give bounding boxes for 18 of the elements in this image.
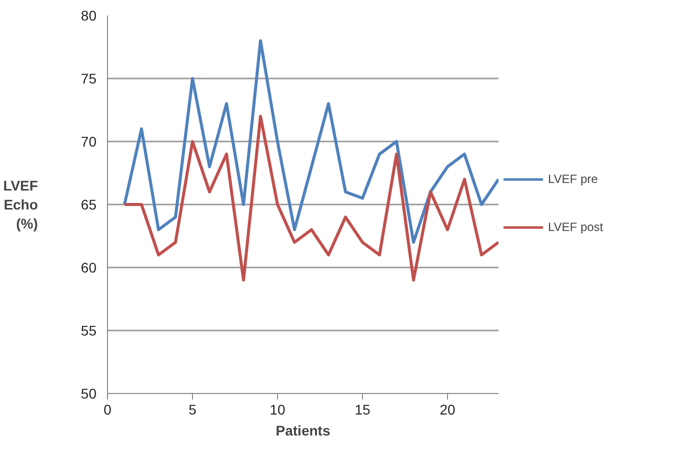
y-tick-label: 70 — [80, 134, 97, 150]
x-tick-label: 0 — [104, 402, 112, 418]
x-axis-title: Patients — [276, 422, 330, 438]
y-tick-label: 60 — [80, 260, 97, 276]
line-series — [123, 114, 498, 282]
y-tick-label: 65 — [80, 196, 97, 212]
y-tick-label: 55 — [80, 322, 97, 338]
x-tick-label: 15 — [354, 402, 370, 418]
x-tick-label: 5 — [188, 402, 197, 418]
x-tick-label: 10 — [270, 402, 286, 418]
line-series — [123, 39, 498, 244]
y-tick-label: 50 — [80, 386, 97, 402]
legend-label: LVEF post — [548, 220, 604, 234]
x-tick-label: 20 — [440, 402, 456, 418]
y-axis-title: LVEF Echo (%) — [3, 177, 38, 232]
legend-label: LVEF pre — [548, 172, 598, 186]
y-tick-label: 75 — [80, 70, 97, 86]
y-tick-label: 80 — [80, 8, 97, 24]
